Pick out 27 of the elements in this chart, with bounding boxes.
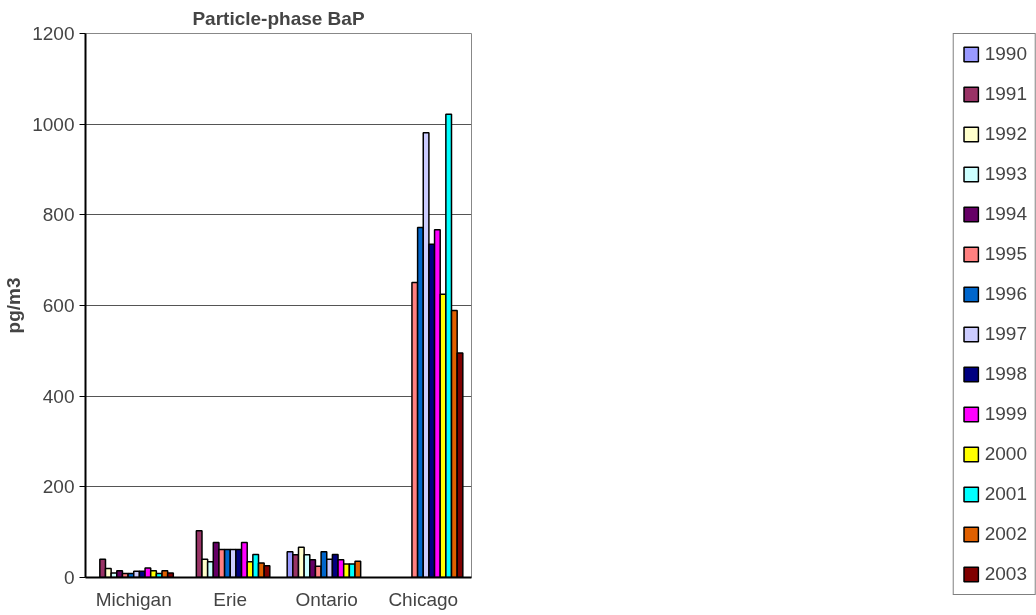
legend-label: 1998 — [984, 362, 1027, 386]
y-axis-title: pg/m3 — [3, 277, 25, 334]
y-tick-label: 200 — [42, 476, 75, 498]
legend-label: 1994 — [984, 202, 1027, 226]
legend-label: 1993 — [984, 162, 1027, 186]
y-tick-label: 1000 — [32, 113, 75, 135]
legend-label: 2003 — [984, 562, 1027, 586]
legend-label: 1992 — [984, 122, 1027, 146]
legend-label: 2000 — [984, 442, 1027, 466]
y-tick-label: 1200 — [32, 23, 75, 44]
legend-label: 1995 — [984, 242, 1027, 266]
y-tick-label: 600 — [42, 295, 75, 316]
legend-label: 1999 — [984, 402, 1027, 426]
x-tick-label: Erie — [213, 588, 248, 610]
chart-title: Particle-phase BaP — [192, 7, 365, 29]
x-tick-label: Chicago — [388, 588, 459, 610]
y-tick-label: 800 — [42, 204, 75, 226]
legend-label: 1991 — [984, 82, 1027, 106]
x-tick-label: Ontario — [295, 588, 358, 610]
x-tick-label: Michigan — [95, 588, 172, 610]
y-tick-label: 0 — [63, 567, 75, 588]
legend-label: 2001 — [984, 482, 1027, 506]
legend-label: 2002 — [984, 522, 1027, 546]
legend-label: 1990 — [984, 42, 1027, 66]
legend-label: 1997 — [984, 322, 1027, 346]
y-tick-label: 400 — [42, 385, 75, 407]
legend-label: 1996 — [984, 282, 1027, 306]
